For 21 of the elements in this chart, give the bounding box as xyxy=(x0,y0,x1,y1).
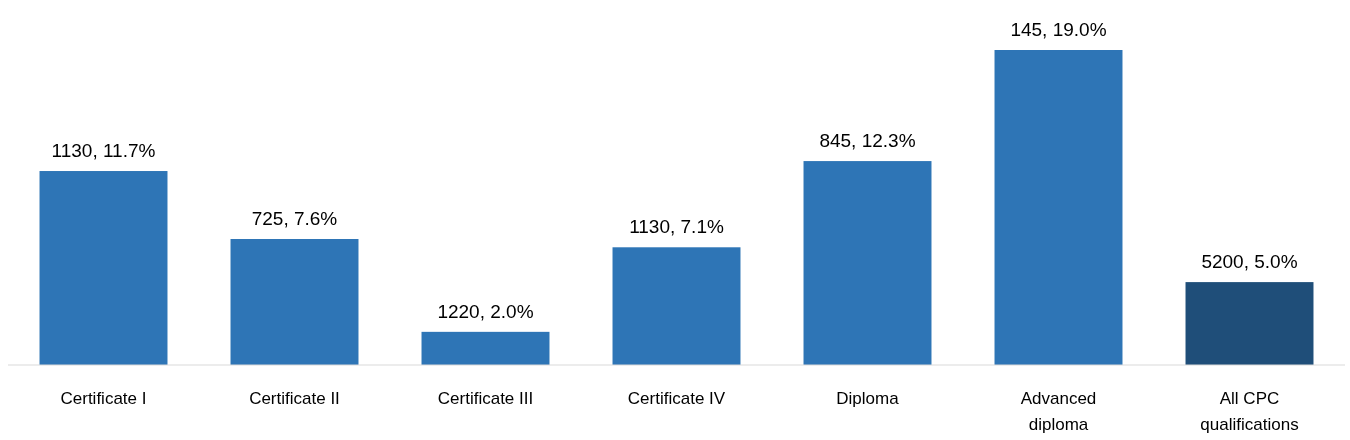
data-label: 1220, 2.0% xyxy=(437,300,534,322)
bar xyxy=(230,239,359,365)
x-tick-label: All CPC qualifications xyxy=(1200,389,1299,434)
data-label: 1130, 7.1% xyxy=(629,216,724,238)
data-label: 845, 12.3% xyxy=(819,130,916,152)
data-label: 5200, 5.0% xyxy=(1201,251,1298,273)
x-tick-label: Advanced diploma xyxy=(1020,389,1097,434)
data-label: 725, 7.6% xyxy=(251,208,338,229)
x-tick-label: Diploma xyxy=(836,389,900,408)
data-label: 145, 19.0% xyxy=(1010,19,1107,40)
x-tick-label: Certificate IV xyxy=(627,389,726,408)
bar xyxy=(39,171,168,365)
data-label: 1130, 11.7% xyxy=(51,140,156,162)
x-tick-label: Certificate II xyxy=(249,389,340,408)
bar xyxy=(421,331,550,365)
bar xyxy=(1185,282,1314,365)
bar xyxy=(803,161,932,365)
bar xyxy=(994,50,1123,365)
x-tick-label: Certificate III xyxy=(437,389,534,408)
x-tick-label: Certificate I xyxy=(60,389,147,408)
bar xyxy=(612,247,741,365)
